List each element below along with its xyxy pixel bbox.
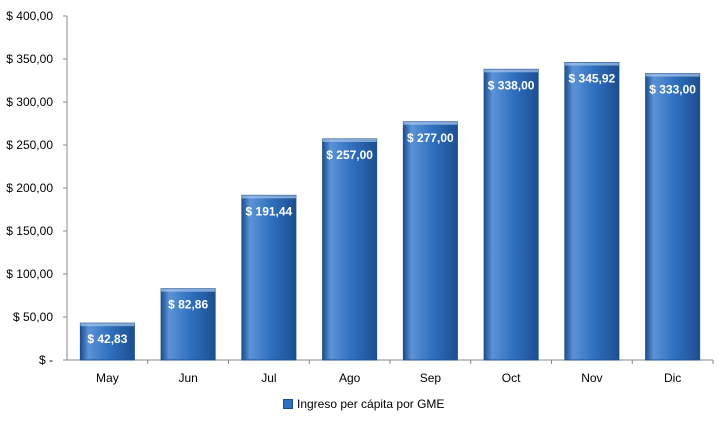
x-tick-label: Jul [261, 371, 276, 385]
y-tick-label: $ 200,00 [6, 181, 53, 195]
x-tick-label: Ago [339, 371, 361, 385]
x-tick-label: May [96, 371, 119, 385]
data-label: $ 42,83 [87, 332, 127, 346]
bar [322, 138, 378, 361]
legend-swatch [283, 399, 293, 409]
legend: Ingreso per cápita por GME [283, 397, 444, 411]
bar-top-highlight [564, 62, 619, 66]
bar-top-highlight [645, 73, 700, 77]
bar [564, 62, 620, 361]
y-tick-label: $ 150,00 [6, 224, 53, 238]
y-tick-label: $ 250,00 [6, 138, 53, 152]
x-tick-label: Nov [581, 371, 602, 385]
bar [79, 322, 135, 361]
bar [241, 194, 297, 361]
bar-top-highlight [403, 121, 458, 125]
data-label: $ 257,00 [326, 148, 373, 162]
bar-top-highlight [80, 323, 135, 327]
bar [483, 68, 539, 361]
data-label: $ 345,92 [569, 72, 616, 86]
bar [645, 73, 701, 361]
x-tick-label: Sep [420, 371, 442, 385]
data-label: $ 82,86 [168, 298, 208, 312]
y-tick-label: $ 400,00 [6, 9, 53, 23]
bar [402, 121, 458, 361]
data-label: $ 333,00 [649, 83, 696, 97]
x-tick-label: Dic [664, 371, 681, 385]
x-tick-label: Oct [502, 371, 521, 385]
data-label: $ 338,00 [488, 78, 535, 92]
bar-top-highlight [241, 195, 296, 199]
bar-top-highlight [161, 288, 216, 292]
data-label: $ 277,00 [407, 131, 454, 145]
legend-label: Ingreso per cápita por GME [297, 397, 445, 411]
bar-top-highlight [322, 138, 377, 142]
y-tick-label: $ 350,00 [6, 52, 53, 66]
bar-top-highlight [484, 69, 539, 73]
y-tick-label: $ - [39, 353, 53, 367]
y-tick-label: $ 50,00 [13, 310, 53, 324]
y-tick-label: $ 300,00 [6, 95, 53, 109]
x-tick-label: Jun [178, 371, 197, 385]
y-tick-label: $ 100,00 [6, 267, 53, 281]
data-label: $ 191,44 [246, 204, 293, 218]
